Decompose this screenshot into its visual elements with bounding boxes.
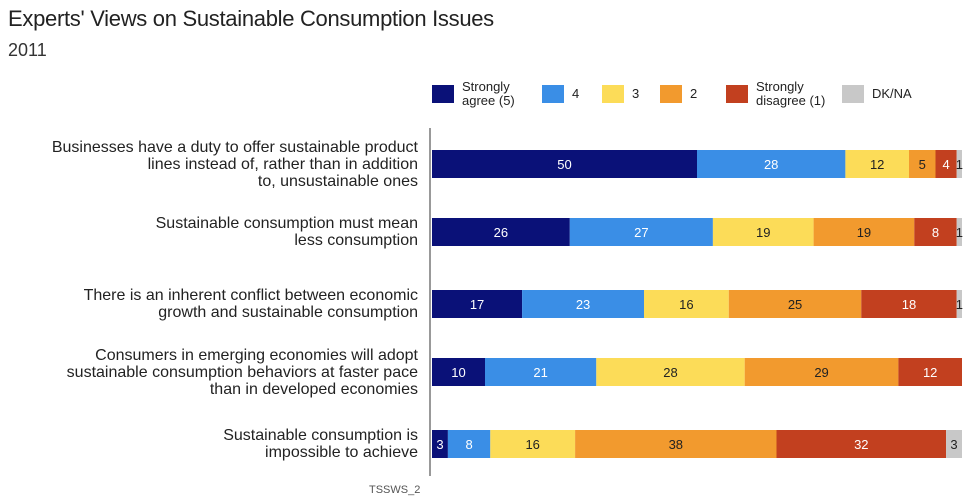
bar-data-label: 3 bbox=[950, 437, 957, 452]
bar-segment bbox=[909, 150, 936, 178]
bar-data-label: 8 bbox=[932, 225, 939, 240]
bar-segment bbox=[914, 218, 957, 246]
bar-segment bbox=[956, 218, 962, 246]
legend-label: 2 bbox=[690, 86, 698, 101]
bar-data-label: 1 bbox=[956, 157, 963, 172]
bar-data-label: 12 bbox=[923, 365, 937, 380]
legend-swatch bbox=[602, 85, 624, 103]
bar-segment bbox=[776, 430, 947, 458]
legend-item: Strongly disagree (1) bbox=[726, 74, 825, 114]
bar-data-label: 5 bbox=[919, 157, 926, 172]
chart-title: Experts' Views on Sustainable Consumptio… bbox=[8, 6, 494, 31]
bar-data-label: 1 bbox=[956, 297, 963, 312]
legend-swatch bbox=[660, 85, 682, 103]
bar-data-label: 21 bbox=[533, 365, 547, 380]
chart-subtitle: 2011 bbox=[8, 40, 47, 60]
bar-segment bbox=[596, 358, 745, 386]
category-label: There is an inherent conflict between ec… bbox=[83, 287, 418, 321]
bar-data-label: 17 bbox=[470, 297, 484, 312]
bar-data-label: 3 bbox=[436, 437, 443, 452]
bar-data-label: 25 bbox=[788, 297, 802, 312]
bar-segment bbox=[813, 218, 915, 246]
category-label: Sustainable consumption must mean less co… bbox=[155, 215, 418, 249]
bar-data-label: 26 bbox=[494, 225, 508, 240]
bar-data-label: 38 bbox=[669, 437, 683, 452]
bar-segment bbox=[575, 430, 777, 458]
bar-segment bbox=[744, 358, 899, 386]
bar-segment bbox=[432, 430, 448, 458]
legend-swatch bbox=[542, 85, 564, 103]
legend-swatch bbox=[432, 85, 454, 103]
legend-item: 3 bbox=[602, 74, 639, 114]
legend-swatch bbox=[726, 85, 748, 103]
bar-segment bbox=[946, 430, 962, 458]
bar-data-label: 8 bbox=[465, 437, 472, 452]
bar-segment bbox=[898, 358, 962, 386]
bar-data-label: 19 bbox=[857, 225, 871, 240]
bar-data-label: 32 bbox=[854, 437, 868, 452]
legend-item: 4 bbox=[542, 74, 579, 114]
bar-segment bbox=[956, 290, 962, 318]
bar-data-label: 28 bbox=[764, 157, 778, 172]
bar-data-label: 50 bbox=[557, 157, 571, 172]
bar-data-label: 1 bbox=[956, 225, 963, 240]
bar-segment bbox=[697, 150, 846, 178]
bar-data-label: 23 bbox=[576, 297, 590, 312]
bar-segment bbox=[490, 430, 576, 458]
bar-segment bbox=[485, 358, 597, 386]
bar-segment bbox=[569, 218, 713, 246]
bar-segment bbox=[432, 290, 523, 318]
category-label: Sustainable consumption is impossible to … bbox=[223, 427, 418, 461]
bar-data-label: 10 bbox=[451, 365, 465, 380]
bar-segment bbox=[956, 150, 962, 178]
bar-data-label: 29 bbox=[814, 365, 828, 380]
bar-data-label: 19 bbox=[756, 225, 770, 240]
bar-data-label: 28 bbox=[663, 365, 677, 380]
bar-segment bbox=[447, 430, 491, 458]
bar-segment bbox=[861, 290, 957, 318]
bar-segment bbox=[845, 150, 909, 178]
legend-swatch bbox=[842, 85, 864, 103]
legend-label: Strongly disagree (1) bbox=[756, 79, 826, 108]
bar-segment bbox=[935, 150, 957, 178]
bar-segment bbox=[728, 290, 862, 318]
bar-data-label: 18 bbox=[902, 297, 916, 312]
bar-data-label: 16 bbox=[525, 437, 539, 452]
legend-label: DK/NA bbox=[872, 86, 912, 101]
legend-label: 4 bbox=[572, 86, 580, 101]
bar-data-label: 27 bbox=[634, 225, 648, 240]
bar-segment bbox=[432, 218, 570, 246]
legend-label: 3 bbox=[632, 86, 640, 101]
category-label: Businesses have a duty to offer sustaina… bbox=[51, 138, 418, 190]
bar-data-label: 12 bbox=[870, 157, 884, 172]
chart-footnote: TSSWS_2 bbox=[369, 484, 421, 496]
bar-data-label: 4 bbox=[942, 157, 949, 172]
chart-legend: Strongly agree (5) 4 3 2 Strongly disagree (1)… bbox=[432, 74, 962, 114]
legend-item: 2 bbox=[660, 74, 697, 114]
legend-item: Strongly agree (5) bbox=[432, 74, 515, 114]
category-label: Consumers in emerging economies will ado… bbox=[66, 346, 418, 398]
legend-item: DK/NA bbox=[842, 74, 912, 114]
bar-segment bbox=[432, 358, 485, 386]
bar-data-label: 16 bbox=[679, 297, 693, 312]
legend-label: Strongly agree (5) bbox=[462, 79, 515, 108]
bar-segment bbox=[712, 218, 814, 246]
bar-segment bbox=[644, 290, 729, 318]
bar-segment bbox=[432, 150, 697, 178]
bar-segment bbox=[522, 290, 644, 318]
